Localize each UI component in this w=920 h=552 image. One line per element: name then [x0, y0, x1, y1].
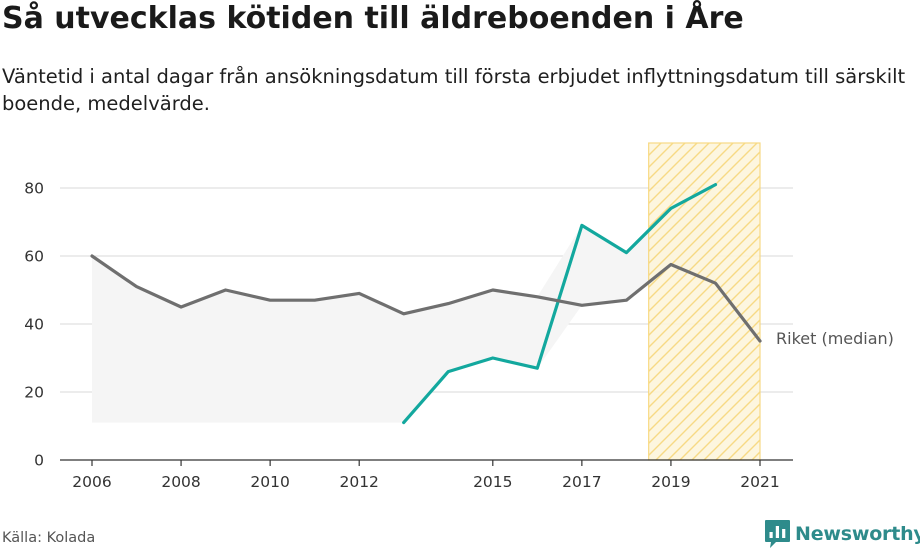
x-tick-label: 2017 [562, 473, 601, 491]
series-label-riket: Riket (median) [776, 329, 894, 348]
y-tick-label: 60 [24, 248, 44, 266]
y-tick-label: 20 [24, 384, 44, 402]
series-line-are [402, 183, 718, 425]
y-tick-label: 80 [24, 180, 44, 198]
y-tick-label: 40 [24, 316, 44, 334]
x-tick-label: 2019 [651, 473, 690, 491]
source-note: Källa: Kolada [2, 530, 96, 546]
newsworthy-logo-icon [765, 520, 790, 548]
series-line-riket [90, 254, 762, 343]
x-tick-label: 2021 [740, 473, 779, 491]
brand-logo: Newsworthy [764, 519, 920, 549]
x-tick-label: 2015 [473, 473, 512, 491]
chart-title: Så utvecklas kötiden till äldreboenden i… [2, 1, 744, 36]
y-tick-label: 0 [34, 452, 44, 470]
highlight-region [648, 142, 761, 461]
brand-name: Newsworthy [795, 523, 920, 545]
range-band [92, 184, 716, 423]
x-tick-label: 2012 [339, 473, 378, 491]
x-tick-label: 2008 [161, 473, 200, 491]
x-tick-label: 2010 [250, 473, 289, 491]
chart-subtitle: Väntetid i antal dagar från ansökningsda… [2, 65, 906, 115]
x-tick-label: 2006 [72, 473, 111, 491]
